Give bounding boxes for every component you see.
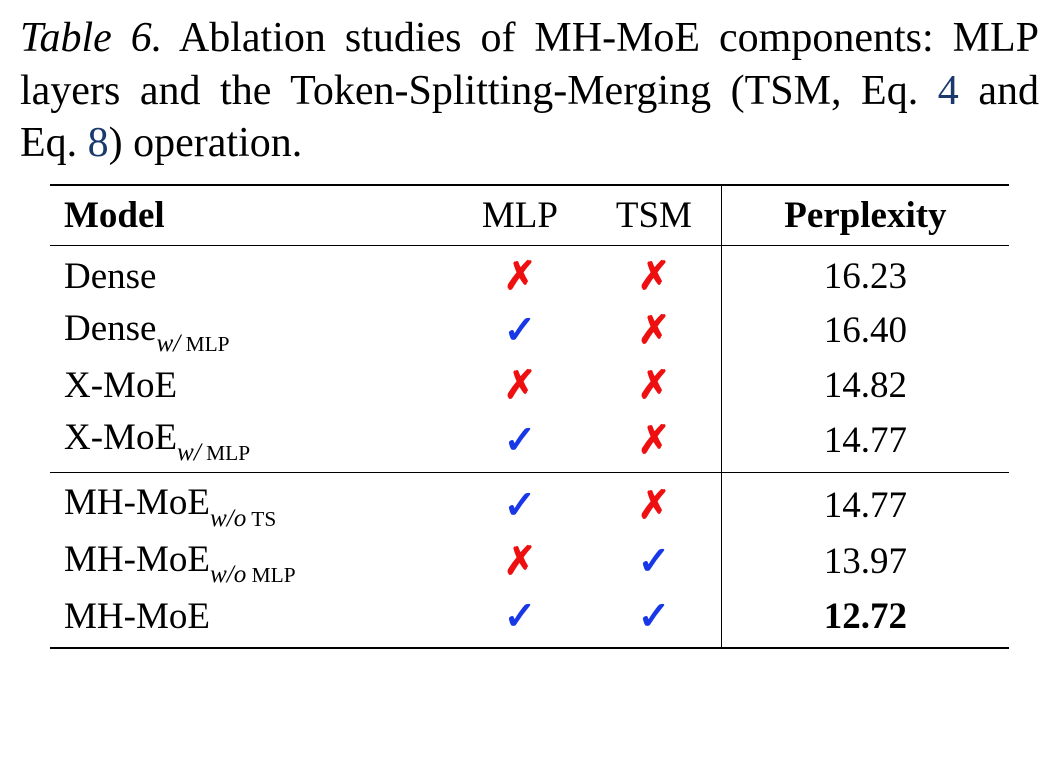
mlp-cell: ✓ — [453, 303, 587, 359]
tsm-cell: ✓ — [587, 590, 721, 648]
model-name: Dense — [64, 256, 156, 297]
caption-text-3: ) operation. — [109, 120, 303, 166]
check-icon: ✓ — [504, 484, 537, 527]
table-row: MH-MoEw/o TS ✓ ✗ 14.77 — [50, 473, 1009, 534]
model-cell: MH-MoEw/o TS — [50, 473, 453, 534]
tsm-cell: ✗ — [587, 359, 721, 412]
model-name: MH-MoE — [64, 596, 210, 637]
perplexity-cell: 13.97 — [721, 534, 1009, 590]
col-mlp: MLP — [453, 185, 587, 246]
tsm-cell: ✗ — [587, 412, 721, 473]
caption-text-1: Ablation studies of MH-MoE components: M… — [20, 15, 1039, 114]
tsm-cell: ✗ — [587, 473, 721, 534]
model-cell: MH-MoE — [50, 590, 453, 648]
table-row: X-MoE ✗ ✗ 14.82 — [50, 359, 1009, 412]
check-icon: ✓ — [504, 595, 537, 638]
mlp-cell: ✗ — [453, 534, 587, 590]
mlp-cell: ✗ — [453, 359, 587, 412]
cross-icon: ✗ — [638, 484, 671, 527]
cross-icon: ✗ — [638, 364, 671, 407]
mlp-cell: ✓ — [453, 590, 587, 648]
perplexity-cell: 12.72 — [721, 590, 1009, 648]
mlp-cell: ✓ — [453, 473, 587, 534]
model-subscript: w/ MLP — [156, 330, 229, 357]
mlp-cell: ✗ — [453, 245, 587, 303]
table-container: Model MLP TSM Perplexity Dense✗✗16.23Den… — [20, 184, 1039, 650]
cross-icon: ✗ — [504, 255, 537, 298]
col-tsm: TSM — [587, 185, 721, 246]
table-group-1: Dense✗✗16.23Densew/ MLP✓✗16.40X-MoE✗✗14.… — [50, 245, 1009, 473]
check-icon: ✓ — [504, 419, 537, 462]
table-row: MH-MoEw/o MLP ✗ ✓ 13.97 — [50, 534, 1009, 590]
table-row: Densew/ MLP ✓ ✗ 16.40 — [50, 303, 1009, 359]
check-icon: ✓ — [638, 540, 671, 583]
cross-icon: ✗ — [638, 309, 671, 352]
cross-icon: ✗ — [504, 540, 537, 583]
model-name: Dense — [64, 308, 156, 349]
cross-icon: ✗ — [638, 255, 671, 298]
eq8-link[interactable]: 8 — [88, 120, 109, 166]
model-subscript: w/o MLP — [210, 561, 296, 588]
col-perplexity: Perplexity — [721, 185, 1009, 246]
model-name: MH-MoE — [64, 482, 210, 523]
model-cell: X-MoEw/ MLP — [50, 412, 453, 473]
table-label: Table 6. — [20, 15, 162, 61]
model-subscript: w/o TS — [210, 505, 276, 532]
eq4-link[interactable]: 4 — [938, 68, 959, 114]
perplexity-cell: 14.77 — [721, 412, 1009, 473]
tsm-cell: ✗ — [587, 245, 721, 303]
model-name: X-MoE — [64, 365, 177, 406]
check-icon: ✓ — [638, 595, 671, 638]
cross-icon: ✗ — [638, 419, 671, 462]
table-row: Dense ✗ ✗ 16.23 — [50, 245, 1009, 303]
table-row: MH-MoE ✓ ✓ 12.72 — [50, 590, 1009, 648]
model-cell: Dense — [50, 245, 453, 303]
header-row: Model MLP TSM Perplexity — [50, 185, 1009, 246]
table-group-2: MH-MoEw/o TS✓✗14.77MH-MoEw/o MLP✗✓13.97M… — [50, 473, 1009, 648]
check-icon: ✓ — [504, 309, 537, 352]
model-name: MH-MoE — [64, 539, 210, 580]
cross-icon: ✗ — [504, 364, 537, 407]
ablation-table: Model MLP TSM Perplexity Dense✗✗16.23Den… — [50, 184, 1009, 650]
perplexity-cell: 16.23 — [721, 245, 1009, 303]
model-name: X-MoE — [64, 417, 177, 458]
mlp-cell: ✓ — [453, 412, 587, 473]
model-cell: X-MoE — [50, 359, 453, 412]
table-caption: Table 6. Ablation studies of MH-MoE comp… — [20, 12, 1039, 170]
tsm-cell: ✗ — [587, 303, 721, 359]
perplexity-cell: 14.82 — [721, 359, 1009, 412]
perplexity-cell: 14.77 — [721, 473, 1009, 534]
perplexity-cell: 16.40 — [721, 303, 1009, 359]
tsm-cell: ✓ — [587, 534, 721, 590]
model-cell: MH-MoEw/o MLP — [50, 534, 453, 590]
model-subscript: w/ MLP — [177, 439, 250, 466]
col-model: Model — [50, 185, 453, 246]
model-cell: Densew/ MLP — [50, 303, 453, 359]
table-row: X-MoEw/ MLP ✓ ✗ 14.77 — [50, 412, 1009, 473]
